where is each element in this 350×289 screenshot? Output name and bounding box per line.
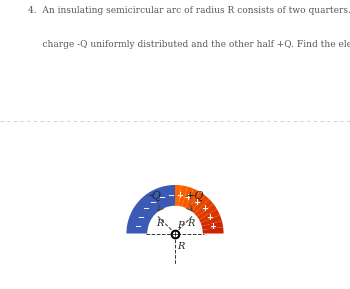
Wedge shape	[178, 185, 188, 207]
Text: R: R	[156, 219, 164, 229]
Text: +: +	[209, 223, 216, 231]
Text: −: −	[149, 198, 156, 207]
Text: +Q: +Q	[186, 191, 204, 201]
Wedge shape	[186, 189, 199, 210]
Text: R: R	[187, 219, 194, 229]
Wedge shape	[126, 185, 175, 234]
Text: R: R	[177, 242, 184, 251]
Wedge shape	[189, 192, 204, 212]
Text: +: +	[194, 198, 201, 207]
Text: +: +	[206, 213, 213, 222]
Text: charge -Q uniformly distributed and the other half +Q. Find the electric field a: charge -Q uniformly distributed and the …	[28, 40, 350, 49]
Wedge shape	[203, 227, 224, 234]
Text: +: +	[176, 191, 183, 200]
Text: +: +	[184, 193, 191, 202]
Wedge shape	[199, 209, 220, 223]
Wedge shape	[201, 215, 222, 226]
Wedge shape	[175, 185, 181, 206]
Text: −: −	[167, 191, 174, 200]
Wedge shape	[192, 195, 209, 214]
Wedge shape	[202, 221, 223, 230]
Text: −: −	[137, 213, 144, 222]
Text: −: −	[134, 223, 141, 231]
Text: −: −	[159, 193, 166, 202]
Text: +: +	[201, 205, 208, 214]
Wedge shape	[195, 199, 214, 217]
Text: 4.  An insulating semicircular arc of radius R consists of two quarters. One qua: 4. An insulating semicircular arc of rad…	[28, 6, 350, 15]
Text: −: −	[142, 205, 149, 214]
Wedge shape	[197, 204, 217, 220]
Text: P: P	[177, 221, 184, 230]
Text: -Q: -Q	[149, 191, 161, 201]
Wedge shape	[182, 187, 194, 208]
